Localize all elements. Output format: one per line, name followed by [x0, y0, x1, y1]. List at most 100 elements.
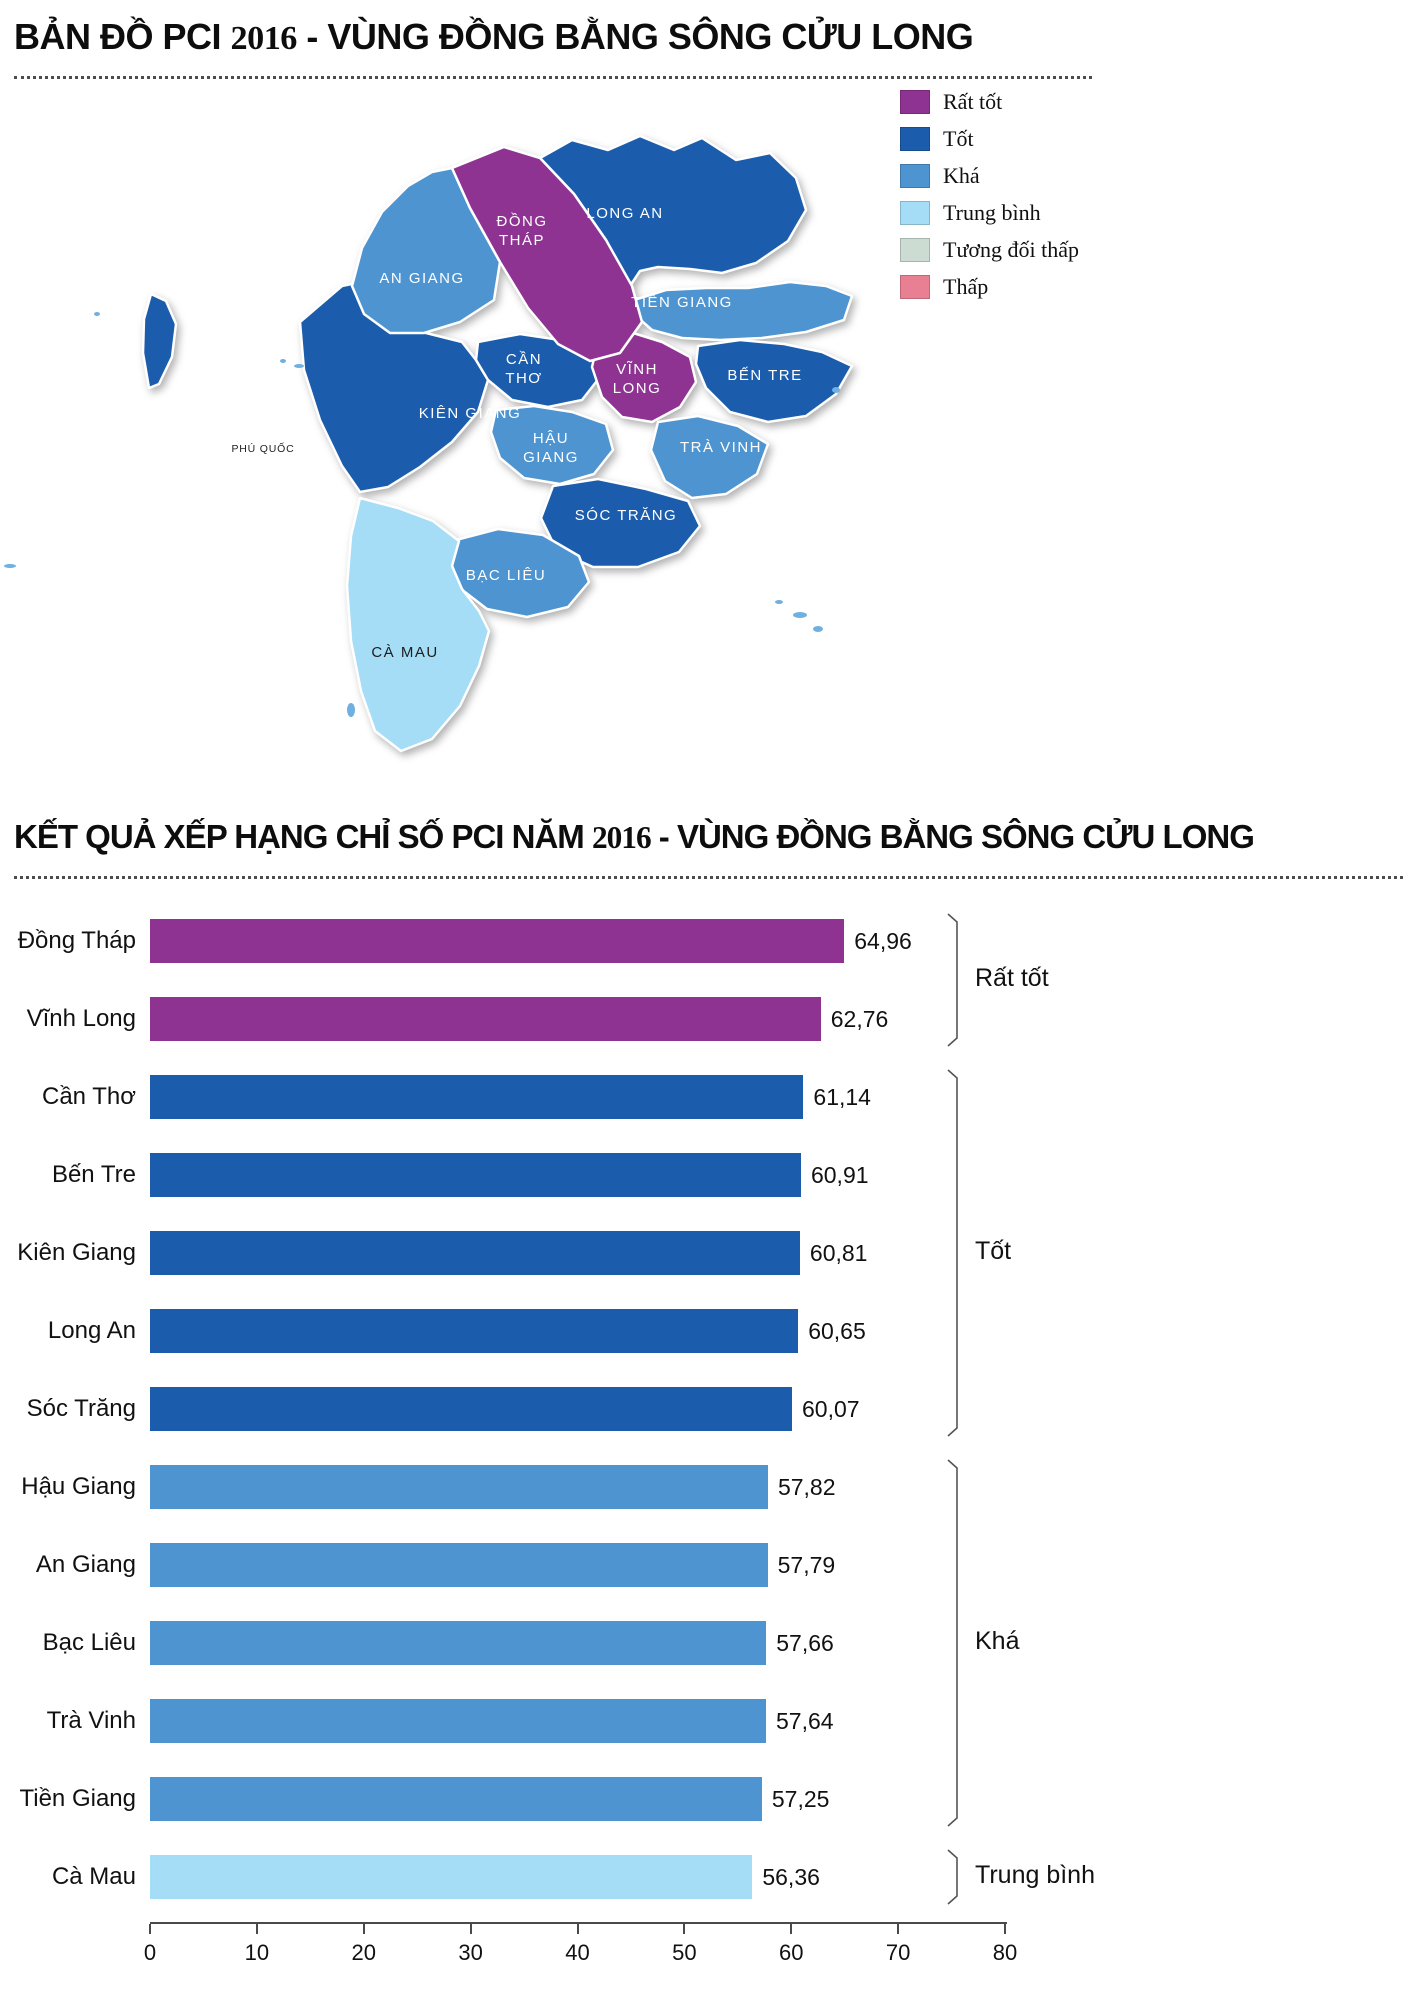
- bar-value: 57,25: [771, 1785, 830, 1812]
- map-label-can-tho: CẦN: [506, 351, 542, 368]
- legend-label: Trung bình: [943, 200, 1041, 225]
- chart-title-text: KẾT QUẢ XẾP HẠNG CHỈ SỐ PCI NĂM: [14, 818, 592, 855]
- province-ben-tre: [694, 338, 854, 424]
- bar-value: 57,79: [777, 1551, 836, 1578]
- bar-label: Trà Vinh: [46, 1707, 136, 1734]
- map-title-text-2: - VÙNG ĐỒNG BẰNG SÔNG CỬU LONG: [296, 16, 974, 57]
- map-section: KIÊN GIANG AN GIANG LONG AN TIỀN GIANG BẾN T…: [0, 89, 1417, 800]
- legend-label: Khá: [943, 163, 980, 188]
- legend-label: Tốt: [943, 126, 974, 151]
- bar-row: Cần Thơ 61,14: [0, 1058, 1417, 1136]
- islet: [832, 387, 840, 393]
- province-phu-quoc: [141, 292, 178, 390]
- map-label-dong-thap: ĐỒNG: [497, 212, 548, 230]
- map-section-header: BẢN ĐỒ PCI 2016 - VÙNG ĐỒNG BẰNG SÔNG CỬ…: [14, 16, 974, 58]
- legend-item: Thấp: [900, 274, 1079, 299]
- map-label-bac-lieu: BẠC LIÊU: [466, 567, 546, 584]
- map-label-can-tho: THƠ: [505, 370, 542, 387]
- bar: [150, 1153, 801, 1197]
- axis-tick: [469, 1924, 472, 1934]
- axis-tick: [576, 1924, 579, 1934]
- bar: [150, 919, 845, 963]
- bar: [150, 997, 821, 1041]
- axis-tick-label: 60: [779, 1940, 804, 1965]
- map-label-vinh-long: LONG: [613, 380, 662, 397]
- pci-bar-chart: Đồng Tháp 64,96 Vĩnh Long 62,76 Cần Thơ 61,14…: [0, 902, 1417, 1987]
- province-ca-mau: [345, 496, 491, 753]
- group-label: Rất tốt: [975, 964, 1049, 992]
- bar: [150, 1465, 768, 1509]
- legend-swatch-thap: [900, 275, 930, 299]
- dotted-divider-bottom: [14, 876, 1403, 879]
- axis-tick: [255, 1924, 258, 1934]
- bar-row: An Giang 57,79: [0, 1526, 1417, 1604]
- legend-swatch-trung-binh: [900, 201, 930, 225]
- map-label-soc-trang: SÓC TRĂNG: [575, 507, 677, 524]
- map-label-kien-giang: KIÊN GIANG: [419, 405, 522, 422]
- bar-row: Bến Tre 60,91: [0, 1136, 1417, 1214]
- axis-tick: [1004, 1924, 1006, 1934]
- islet: [94, 312, 100, 316]
- islet: [294, 364, 304, 368]
- bar-label: Cần Thơ: [41, 1083, 136, 1110]
- bar-label: Bạc Liêu: [42, 1629, 136, 1656]
- province-tra-vinh: [649, 414, 770, 500]
- axis-tick: [362, 1924, 365, 1934]
- bar-value: 60,91: [810, 1161, 869, 1188]
- axis-tick: [149, 1924, 151, 1934]
- map-label-tra-vinh: TRÀ VINH: [680, 439, 762, 456]
- bar-row: Kiên Giang 60,81: [0, 1214, 1417, 1292]
- bar: [150, 1309, 799, 1353]
- islet: [280, 359, 286, 363]
- axis-tick: [897, 1924, 900, 1934]
- bar-value: 60,07: [801, 1395, 860, 1422]
- bar-label: Đồng Tháp: [17, 927, 136, 954]
- legend-item: Khá: [900, 163, 1079, 188]
- bar-row: Long An 60,65: [0, 1292, 1417, 1370]
- legend-swatch-kha: [900, 164, 930, 188]
- bar: [150, 1855, 753, 1899]
- bar-value: 57,64: [776, 1707, 834, 1734]
- bar-value: 57,82: [777, 1473, 836, 1500]
- bar-label: Hậu Giang: [21, 1473, 136, 1500]
- page-title-map: BẢN ĐỒ PCI 2016 - VÙNG ĐỒNG BẰNG SÔNG CỬ…: [14, 16, 974, 58]
- bar-label: Kiên Giang: [17, 1239, 136, 1266]
- axis-tick: [790, 1924, 793, 1934]
- legend-item: Tốt: [900, 126, 1079, 151]
- legend-item: Tương đối thấp: [900, 237, 1079, 262]
- bar-value: 60,81: [809, 1239, 868, 1266]
- legend-swatch-rat-tot: [900, 90, 930, 114]
- map-title-text: BẢN ĐỒ PCI: [14, 16, 231, 57]
- map-legend: Rất tốt Tốt Khá Trung bình Tương đối thấp Thấ…: [900, 89, 1079, 312]
- islet: [793, 612, 807, 618]
- group-label: Khá: [975, 1627, 1020, 1655]
- axis-tick-label: 80: [992, 1940, 1018, 1965]
- bar: [150, 1075, 804, 1119]
- bar-label: Vĩnh Long: [26, 1005, 136, 1032]
- province-can-tho: [474, 332, 602, 409]
- bar-label: An Giang: [35, 1551, 136, 1578]
- province-an-giang: [350, 166, 502, 335]
- bar-rows: Đồng Tháp 64,96 Vĩnh Long 62,76 Cần Thơ 61,14…: [0, 902, 1417, 1916]
- legend-swatch-tot: [900, 127, 930, 151]
- axis-tick-label: 0: [143, 1940, 157, 1965]
- bar-row: Trà Vinh 57,64: [0, 1682, 1417, 1760]
- bar-row: Bạc Liêu 57,66: [0, 1604, 1417, 1682]
- bar-value: 62,76: [830, 1005, 889, 1032]
- bar: [150, 1231, 800, 1275]
- axis-tick-label: 50: [672, 1940, 697, 1965]
- bar: [150, 1387, 792, 1431]
- bar-row: Sóc Trăng 60,07: [0, 1370, 1417, 1448]
- chart-title-text-2: - VÙNG ĐỒNG BẰNG SÔNG CỬU LONG: [650, 818, 1255, 855]
- dotted-divider-top: [14, 76, 1092, 79]
- bar-row: Tiền Giang 57,25: [0, 1760, 1417, 1838]
- axis-tick: [683, 1924, 686, 1934]
- map-label-ca-mau: CÀ MAU: [371, 644, 438, 661]
- bar-row: Hậu Giang 57,82: [0, 1448, 1417, 1526]
- bar-value: 64,96: [854, 927, 912, 954]
- x-axis: 0 10 20 30 40 50 60 70 80: [144, 1922, 1017, 1974]
- map-label-phu-quoc: PHÚ QUỐC: [232, 441, 295, 455]
- bar-value: 56,36: [762, 1863, 820, 1890]
- bar: [150, 1621, 767, 1665]
- province-hau-giang: [489, 404, 615, 486]
